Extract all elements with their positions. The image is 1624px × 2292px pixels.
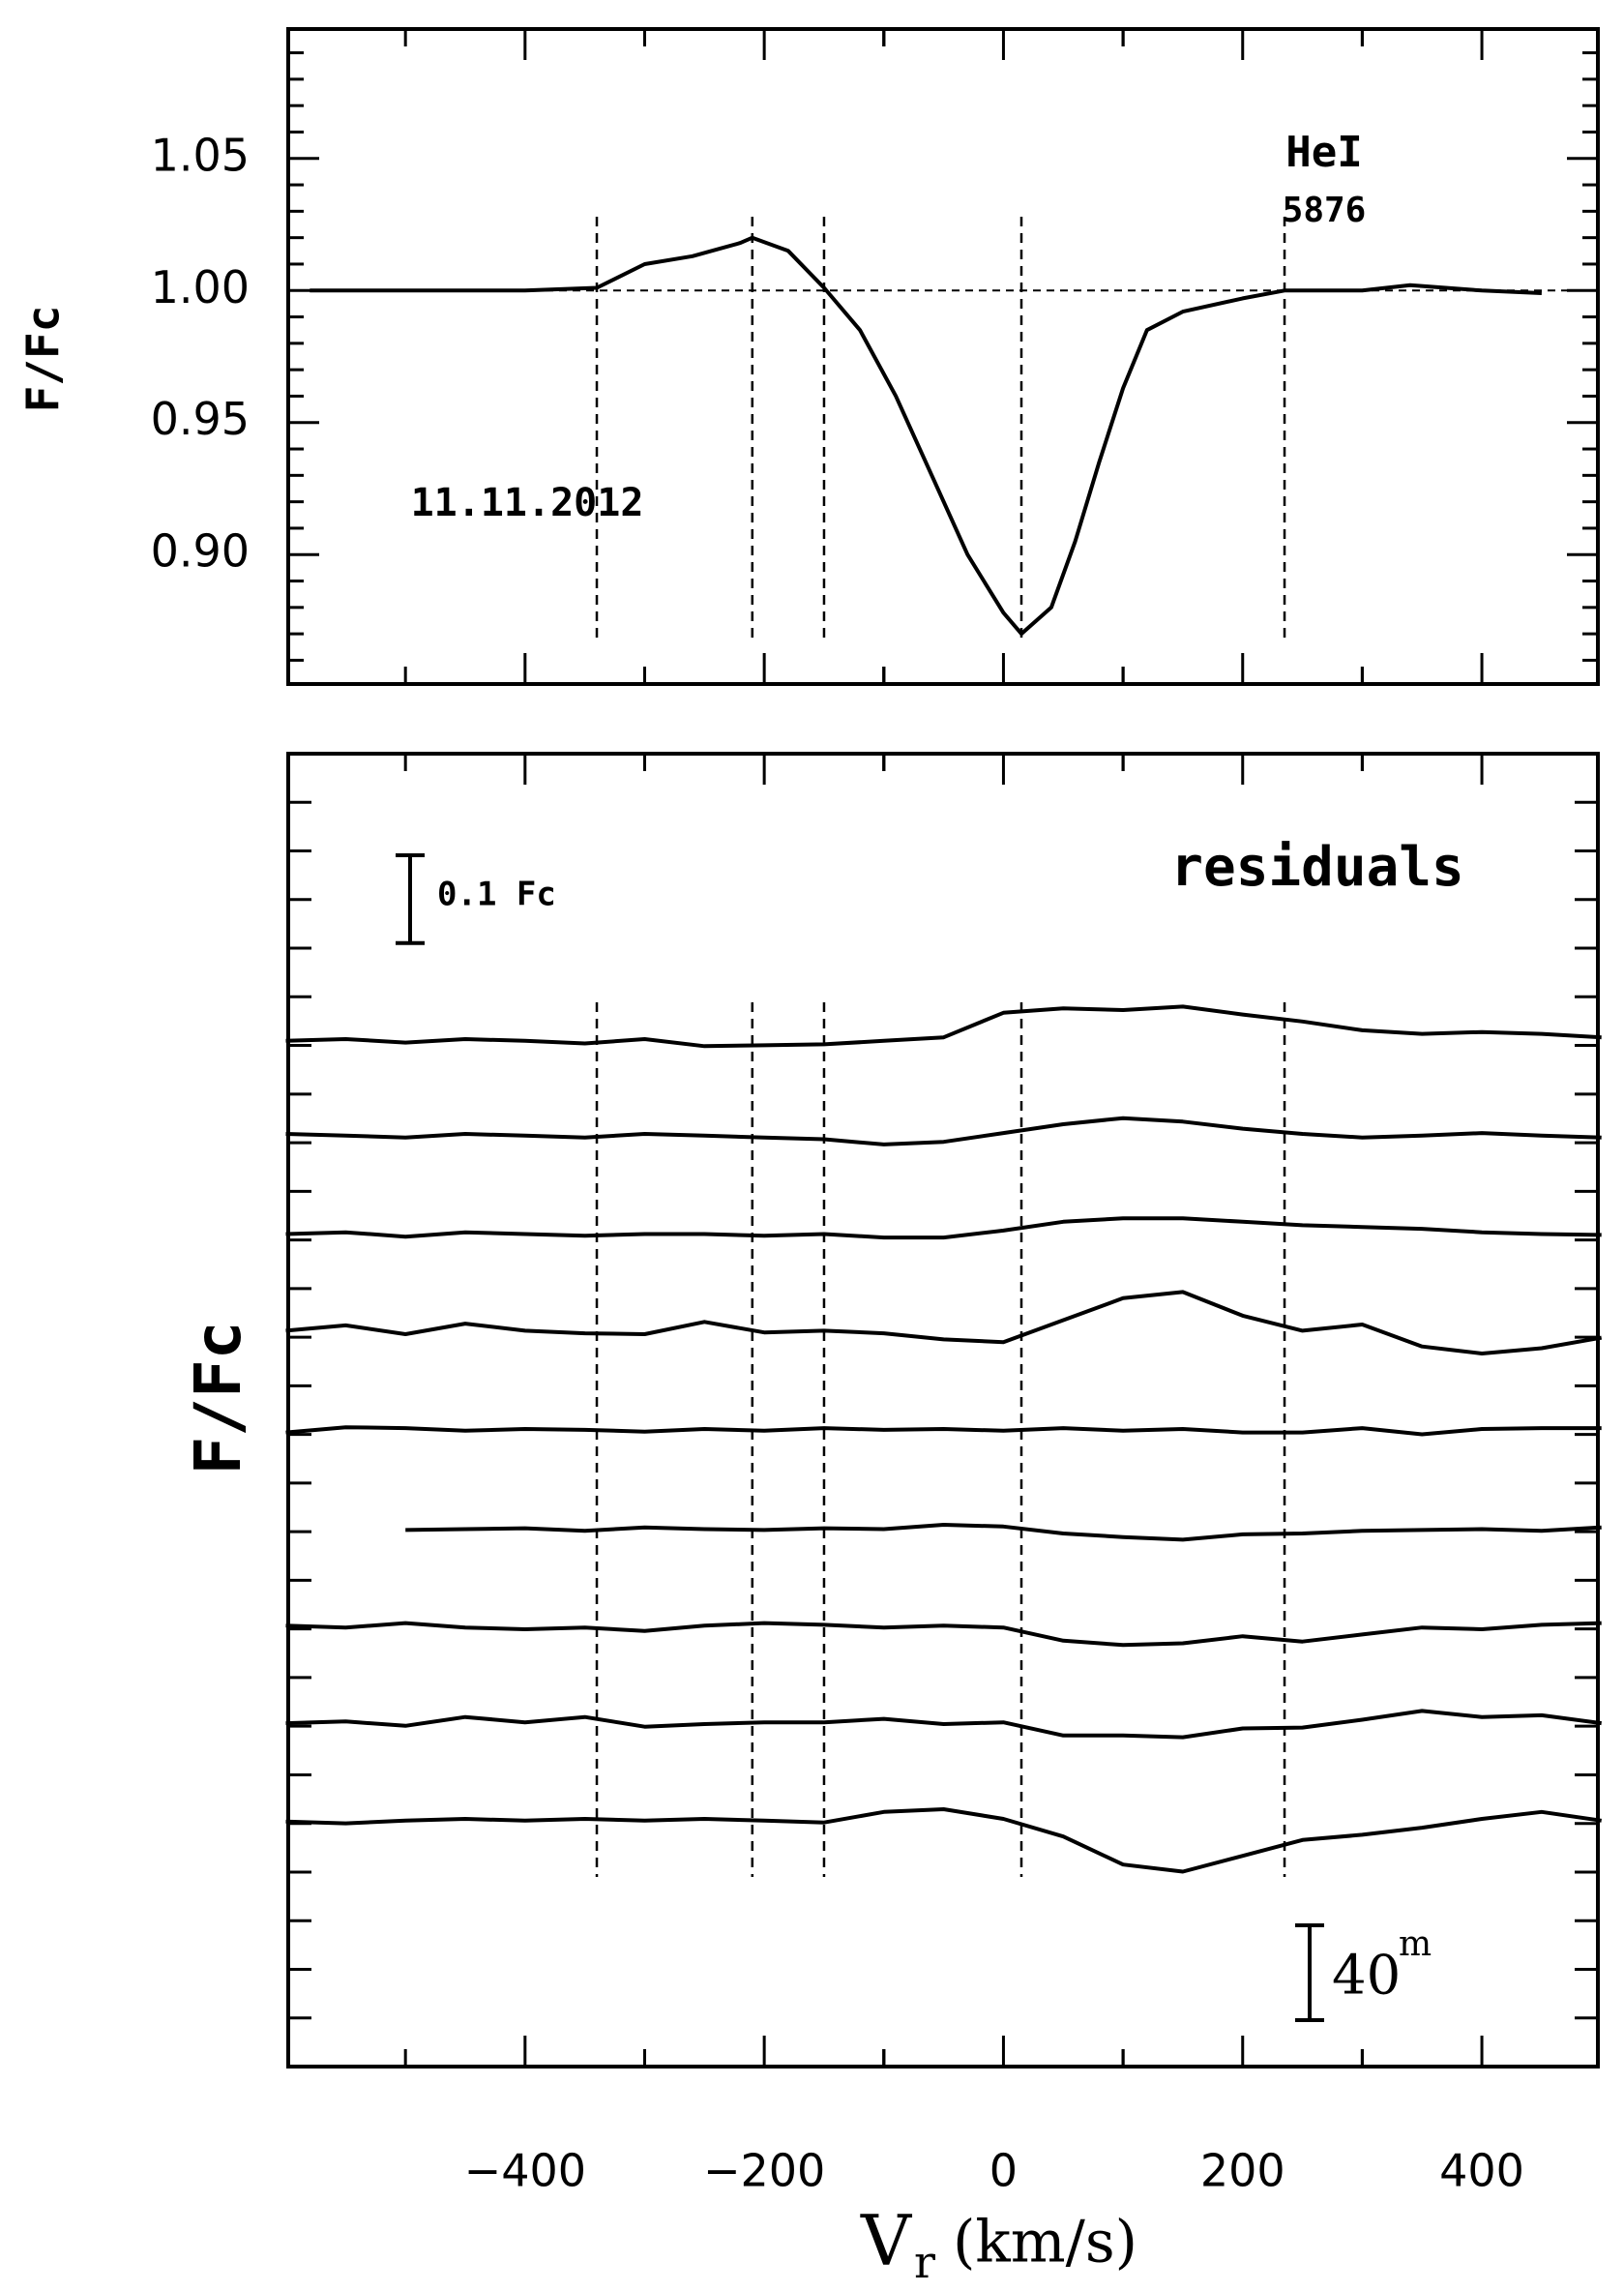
annotation: residuals — [1170, 836, 1463, 899]
plot-frame — [286, 27, 1600, 686]
x-tick-label: 400 — [1439, 2145, 1524, 2197]
data-line — [285, 1004, 1602, 1049]
x-axis-label: V — [860, 2200, 913, 2281]
annotation: 5876 — [1283, 191, 1367, 230]
annotation: 11.11.2012 — [411, 481, 644, 525]
data-line — [285, 1621, 1602, 1648]
time-bar-unit: m — [1399, 1924, 1432, 1964]
annotation: HeI — [1285, 128, 1362, 177]
data-line — [285, 1290, 1603, 1355]
y-axis-label: F/Fc — [17, 306, 70, 413]
data-line — [285, 1807, 1602, 1874]
data-line — [285, 1709, 1602, 1740]
x-axis-label-sub: r — [914, 2236, 935, 2288]
scale-bar-label: 0.1 Fc — [437, 876, 556, 914]
x-tick-label: −200 — [703, 2145, 825, 2197]
plot-frame — [286, 752, 1600, 2069]
x-tick-label: 0 — [989, 2145, 1018, 2197]
data-line — [405, 1523, 1602, 1542]
y-tick-label: 0.95 — [151, 393, 250, 445]
y-tick-label: 1.00 — [151, 261, 250, 313]
time-bar-label: 40 — [1332, 1945, 1401, 2008]
data-line — [285, 1116, 1602, 1146]
y-tick-label: 0.90 — [151, 525, 250, 578]
data-line — [310, 235, 1542, 637]
y-tick-label: 1.05 — [151, 129, 250, 181]
data-line — [285, 1425, 1602, 1437]
x-tick-label: −400 — [464, 2145, 586, 2197]
y-axis-label: F/Fc — [181, 1322, 255, 1475]
x-axis-label-rest: (km/s) — [953, 2209, 1137, 2277]
data-line — [285, 1216, 1602, 1240]
x-tick-label: 200 — [1200, 2145, 1285, 2197]
